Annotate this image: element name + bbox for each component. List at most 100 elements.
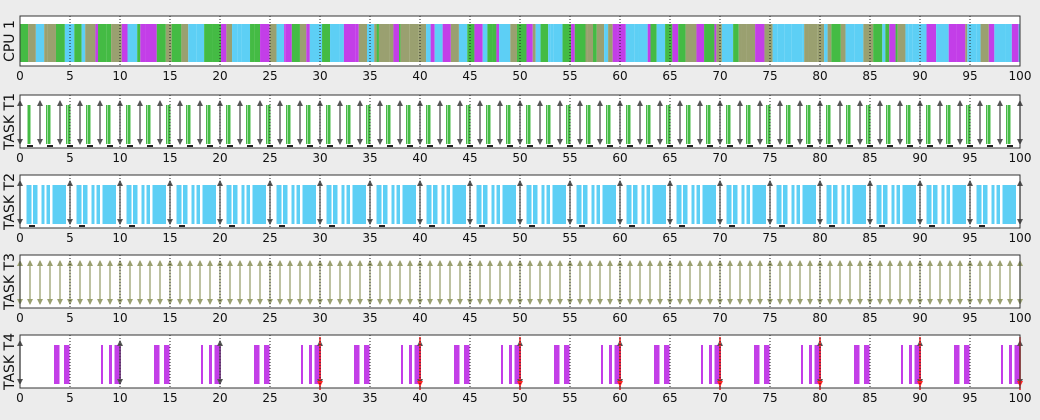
- exec-bar: [667, 105, 671, 144]
- arrow-head-up: [917, 260, 923, 266]
- exec-bar: [446, 185, 450, 224]
- arrow-head-down: [317, 299, 323, 305]
- arrow-head-down: [707, 299, 713, 305]
- exec-bar: [96, 185, 100, 224]
- exec-bar: [226, 105, 227, 144]
- exec-bar: [547, 105, 551, 144]
- exec-bar: [983, 185, 988, 224]
- exec-bar: [546, 105, 547, 144]
- cpu-slice: [905, 24, 909, 62]
- cpu-slice: [127, 24, 138, 62]
- exec-bar: [583, 185, 588, 224]
- arrow-head-down: [377, 139, 383, 145]
- arrow-head-down: [987, 299, 993, 305]
- arrow-head-up: [477, 260, 483, 266]
- x-tick-label: 50: [512, 69, 527, 83]
- exec-bar: [602, 185, 616, 224]
- exec-bar: [986, 105, 987, 144]
- arrow-head-down: [627, 299, 633, 305]
- arrow-head-up: [507, 260, 513, 266]
- arrow-head-down: [457, 139, 463, 145]
- arrow-head-down: [697, 299, 703, 305]
- arrow-head-down: [477, 299, 483, 305]
- arrow-head-down: [97, 139, 103, 145]
- exec-bar: [476, 185, 482, 224]
- x-tick-label: 20: [212, 311, 227, 325]
- exec-bar: [967, 105, 971, 144]
- x-tick-label: 95: [962, 69, 977, 83]
- exec-bar: [509, 345, 512, 384]
- exec-bar: [801, 345, 803, 384]
- arrow-head-up: [417, 100, 423, 106]
- arrow-head-up: [717, 100, 723, 106]
- exec-bar: [607, 105, 611, 144]
- exec-bar: [166, 105, 167, 144]
- x-tick-label: 25: [262, 231, 277, 245]
- cpu-slice: [291, 24, 300, 62]
- cpu-slice: [535, 24, 541, 62]
- arrow-head-up: [817, 180, 823, 186]
- arrow-head-up: [807, 260, 813, 266]
- x-tick-label: 90: [912, 151, 927, 165]
- x-tick-label: 85: [862, 391, 877, 405]
- cpu-slice: [685, 24, 697, 62]
- arrow-head-down: [617, 139, 623, 145]
- cpu-slice: [647, 24, 651, 62]
- exec-bar: [741, 185, 745, 224]
- arrow-head-down: [667, 219, 673, 225]
- arrow-head-up: [967, 180, 973, 186]
- arrow-head-up: [657, 260, 663, 266]
- cpu-slice: [882, 24, 886, 62]
- arrow-head-down: [437, 139, 443, 145]
- arrow-head-up: [967, 260, 973, 266]
- arrow-head-down: [557, 299, 563, 305]
- cpu-slice: [355, 24, 359, 62]
- cpu-slice: [574, 24, 586, 62]
- exec-bar: [1002, 185, 1016, 224]
- exec-bar: [587, 105, 591, 144]
- arrow-head-down: [337, 139, 343, 145]
- cpu-slice: [430, 24, 435, 62]
- exec-bar: [452, 185, 466, 224]
- cpu-slice: [817, 24, 825, 62]
- arrow-head-up: [467, 260, 473, 266]
- exec-bar: [787, 105, 791, 144]
- x-tick-label: 85: [862, 151, 877, 165]
- cpu-slice: [400, 24, 410, 62]
- exec-bar: [687, 105, 691, 144]
- exec-bar: [226, 185, 232, 224]
- cpu-slice: [320, 24, 323, 62]
- exec-bar: [786, 105, 787, 144]
- cpu-slice: [418, 24, 427, 62]
- arrow-head-down: [937, 139, 943, 145]
- arrow-head-up: [167, 260, 173, 266]
- exec-bar: [896, 185, 900, 224]
- exec-bar: [646, 105, 647, 144]
- cpu-slice: [237, 24, 242, 62]
- cpu-slice: [181, 24, 189, 62]
- cpu-slice: [20, 24, 29, 62]
- exec-bar: [887, 105, 891, 144]
- cpu-slice: [791, 24, 803, 62]
- arrow-head-up: [327, 260, 333, 266]
- exec-bar: [854, 345, 860, 384]
- exec-bar: [491, 185, 495, 224]
- arrow-head-down: [767, 219, 773, 225]
- exec-bar: [347, 105, 351, 144]
- arrow-head-up: [157, 100, 163, 106]
- x-tick-label: 45: [462, 311, 477, 325]
- arrow-head-down: [667, 299, 673, 305]
- exec-bar: [306, 105, 307, 144]
- x-tick-label: 70: [712, 391, 727, 405]
- cpu-slice: [976, 24, 981, 62]
- arrow-head-up: [217, 100, 223, 106]
- cpu-slice: [908, 24, 913, 62]
- panel-frame: [19, 254, 1021, 309]
- cpu-slice: [571, 24, 575, 62]
- exec-bar: [186, 105, 187, 144]
- exec-bar: [727, 105, 731, 144]
- arrow-head-down: [277, 299, 283, 305]
- arrow-head-down: [847, 299, 853, 305]
- arrow-head-up: [447, 260, 453, 266]
- exec-bar: [809, 345, 812, 384]
